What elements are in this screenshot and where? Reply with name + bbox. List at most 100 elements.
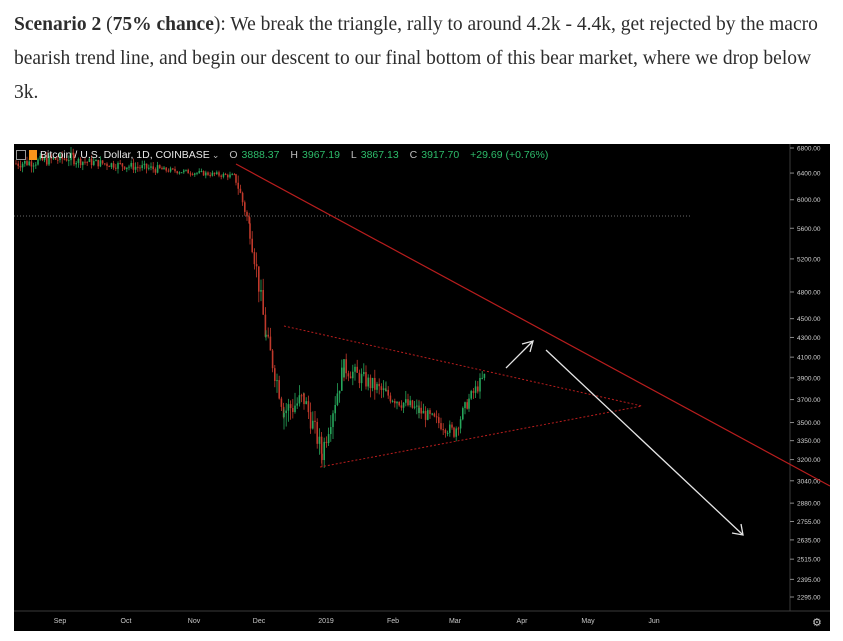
time-tick-label: 2019 xyxy=(318,618,334,625)
candle-body xyxy=(19,165,22,168)
price-tick-label: 5200.00 xyxy=(797,256,821,263)
candle-body xyxy=(387,389,389,396)
candle-body xyxy=(141,165,143,168)
candle-body xyxy=(137,166,139,168)
candle-body xyxy=(271,350,274,369)
candle-body xyxy=(88,158,91,162)
candle-body xyxy=(389,395,392,402)
candle-body xyxy=(75,162,77,165)
candle-body xyxy=(148,167,150,169)
open-value: 3888.37 xyxy=(241,149,280,161)
candle-body xyxy=(54,157,57,160)
chevron-down-icon[interactable]: ⌄ xyxy=(211,149,220,160)
candle-body xyxy=(237,182,239,189)
candle-body xyxy=(159,165,161,168)
scenario-body: We break the triangle, rally to around 4… xyxy=(14,14,818,103)
candle-body xyxy=(145,163,148,169)
candle-body xyxy=(121,163,124,167)
candle-body xyxy=(312,420,314,429)
candle-body xyxy=(398,401,400,406)
price-tick-label: 3700.00 xyxy=(797,397,821,404)
candle-body xyxy=(93,161,95,166)
candle-body xyxy=(365,372,367,387)
candle-body xyxy=(294,405,296,412)
candle-body xyxy=(77,158,80,163)
candle-body xyxy=(289,404,292,408)
candle-body xyxy=(165,167,167,171)
symbol-label[interactable]: Bitcoin / U.S. Dollar, 1D, COINBASE xyxy=(40,149,210,161)
candle-body xyxy=(82,161,84,166)
candle-body xyxy=(477,386,479,392)
candle-body xyxy=(442,429,444,431)
candle-body xyxy=(244,202,246,212)
candle-body xyxy=(358,372,361,384)
candle-body xyxy=(128,166,130,168)
candle-body xyxy=(320,436,323,454)
candle-body xyxy=(132,163,135,170)
price-tick-label: 3040.00 xyxy=(797,478,821,485)
gear-icon[interactable]: ⚙ xyxy=(812,616,822,629)
candle-body xyxy=(119,162,121,164)
candle-body xyxy=(309,412,312,429)
candle-body xyxy=(185,169,187,171)
time-tick-label: Sep xyxy=(54,618,67,625)
candle-body xyxy=(202,170,205,176)
candle-body xyxy=(63,158,66,160)
candle-body xyxy=(409,400,411,406)
candle-body xyxy=(61,154,63,159)
candle-body xyxy=(385,389,387,391)
price-tick-label: 3350.00 xyxy=(797,438,821,445)
candle-body xyxy=(444,430,447,434)
candle-body xyxy=(183,170,185,173)
candle-body xyxy=(402,402,405,408)
candle-body xyxy=(332,413,334,428)
candle-body xyxy=(345,359,347,374)
candle-body xyxy=(30,161,33,167)
price-tick-label: 6800.00 xyxy=(797,146,821,153)
candle-body xyxy=(481,377,483,379)
candle-body xyxy=(57,159,59,161)
candle-body xyxy=(274,368,276,381)
candle-body xyxy=(420,407,422,414)
candle-body xyxy=(161,167,163,170)
square-icon[interactable] xyxy=(16,150,26,160)
candle-body xyxy=(378,383,380,387)
candle-body xyxy=(303,393,305,405)
candle-body xyxy=(449,424,451,433)
time-tick-label: Jun xyxy=(648,618,659,625)
chart-canvas[interactable]: 6800.00 6400.00 6000.00 5600.00 5200.00 4800.… xyxy=(14,144,830,631)
candle-body xyxy=(336,393,339,405)
candle-body xyxy=(43,157,46,161)
price-chart[interactable]: 6800.00 6400.00 6000.00 5600.00 5200.00 4800.… xyxy=(14,144,830,631)
candle-body xyxy=(189,173,192,175)
price-tick-label: 2515.00 xyxy=(797,557,821,564)
candle-body xyxy=(282,406,285,418)
candle-body xyxy=(253,252,256,265)
candle-body xyxy=(68,160,70,162)
candle-body xyxy=(391,401,394,403)
candle-body xyxy=(283,413,285,418)
candle-body xyxy=(411,400,414,408)
price-tick-label: 2755.00 xyxy=(797,519,821,526)
candle-body xyxy=(231,174,233,176)
candle-body xyxy=(191,174,194,176)
candle-body xyxy=(21,163,24,168)
candle-body xyxy=(307,401,310,413)
candle-body xyxy=(459,419,462,429)
candle-body xyxy=(407,399,409,406)
candle-body xyxy=(28,161,30,166)
candle-body xyxy=(276,380,278,382)
price-tick-label: 5600.00 xyxy=(797,226,821,233)
triangle-lower-line xyxy=(319,405,643,468)
candle-body xyxy=(416,405,418,407)
candle-body xyxy=(292,407,294,412)
time-tick-label: Oct xyxy=(121,618,132,625)
candle-body xyxy=(172,168,174,170)
candle-body xyxy=(134,166,137,170)
candle-body xyxy=(130,163,132,167)
candle-body xyxy=(470,391,472,399)
candle-body xyxy=(211,172,214,176)
price-tick-label: 4500.00 xyxy=(797,316,821,323)
time-tick-label: May xyxy=(581,618,595,625)
candle-body xyxy=(464,402,466,409)
